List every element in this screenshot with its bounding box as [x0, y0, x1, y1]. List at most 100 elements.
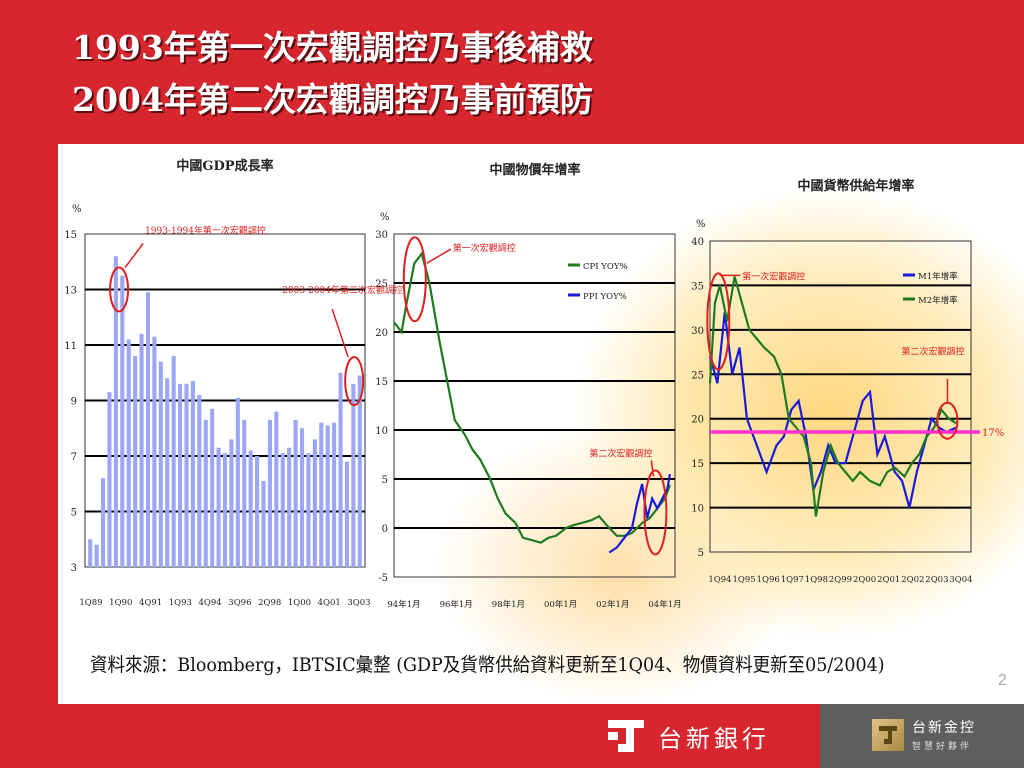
holding-brand: 台新金控 智慧好夥伴 [872, 717, 976, 752]
price-y-tick-label: 25 [375, 279, 388, 290]
gdp-x-tick-label: 3Q96 [228, 598, 251, 608]
gdp-bar [293, 419, 298, 567]
price-inflation-chart: -5 0 5 10 15 20 25 30% 94年1月 96年1月 98年1月 00年1月 02年1月… [375, 162, 681, 610]
gdp-bar [197, 394, 202, 567]
price-y-tick-label: 10 [375, 426, 388, 437]
money-x-tick-label: 1Q95 [732, 575, 755, 585]
price-y-tick-label: 5 [382, 475, 388, 486]
gdp-y-tick-label: 5 [71, 508, 77, 519]
price-y-tick-label: 15 [375, 377, 388, 388]
gdp-bar [158, 361, 163, 567]
money-supply-chart: 5 10 15 20 25 30 35 40% 1Q94 1Q95 1Q96 1Q97 1Q98 2Q99… [691, 178, 1004, 585]
gdp-bar [126, 339, 131, 567]
money-y-tick-label: 5 [698, 548, 704, 559]
price-y-tick-label: 0 [382, 524, 388, 535]
holding-slogan: 智慧好夥伴 [912, 742, 973, 752]
gdp-annotation-text: 1993-1994年第一次宏觀調控 [145, 225, 266, 237]
gdp-bar [325, 425, 330, 567]
footer-band [0, 704, 820, 768]
slide-title-line2: 2004年第二次宏觀調控乃事前預防 [72, 80, 593, 119]
money-y-axis-unit: % [696, 219, 706, 230]
gdp-annotation-arrow [124, 243, 144, 268]
gdp-x-tick-label: 3Q03 [347, 598, 370, 608]
gdp-x-tick-label: 2Q98 [258, 598, 281, 608]
money-x-tick-label: 2Q00 [853, 575, 876, 585]
chart-panel: 3 5 7 9 11 13 15% 中國GDP成長率 1Q89 1Q90 4Q91 1Q93 4Q94 3… [58, 144, 1024, 704]
price-y-tick-label: 20 [375, 328, 388, 339]
source-note: 資料來源：Bloomberg，IBTSIC彙整 (GDP及貨幣供給資料更新至1Q… [90, 654, 885, 676]
gdp-bar [210, 408, 215, 567]
taishin-logo-icon [608, 720, 644, 752]
gdp-bar [242, 419, 247, 567]
money-y-tick-label: 25 [691, 370, 704, 381]
price-x-tick-label: 02年1月 [596, 599, 629, 610]
price-legend-label: PPI YOY% [583, 292, 627, 302]
money-chart-title: 中國貨幣供給年增率 [797, 178, 914, 194]
price-annotation-text: 第二次宏觀調控 [589, 447, 652, 459]
gdp-bar [235, 397, 240, 567]
gdp-y-tick-label: 13 [64, 286, 77, 297]
money-y-tick-label: 40 [691, 237, 704, 248]
gdp-bar [319, 422, 324, 567]
gdp-annotation-circle [109, 266, 130, 313]
money-annotation-text: 第一次宏觀調控 [742, 270, 805, 282]
gdp-bar [306, 453, 311, 567]
price-y-tick-label: -5 [378, 573, 388, 584]
money-annotation-text: 第二次宏觀調控 [901, 346, 964, 358]
gdp-bar [280, 453, 285, 567]
money-y-tick-label: 35 [691, 281, 704, 292]
gdp-y-tick-label: 7 [71, 452, 77, 463]
gdp-bar [287, 447, 292, 567]
gdp-bar [171, 356, 176, 567]
gdp-y-axis-unit: % [72, 204, 82, 215]
gdp-bar [178, 383, 183, 567]
slide-title-line1: 1993年第一次宏觀調控乃事後補救 [72, 28, 593, 67]
gdp-bar [332, 422, 337, 567]
money-x-tick-label: 3Q04 [949, 575, 972, 585]
money-x-tick-label: 1Q98 [805, 575, 828, 585]
price-annotation-arrow [426, 248, 452, 264]
money-x-tick-label: 2Q03 [925, 575, 948, 585]
gdp-bar [222, 453, 228, 567]
price-x-tick-label: 00年1月 [544, 599, 577, 610]
gdp-y-tick-label: 11 [64, 341, 77, 352]
gdp-annotation-text: 2003-2004年第二次宏觀調控 [282, 284, 403, 296]
gdp-bar [184, 383, 189, 567]
gdp-annotation-circle [344, 356, 365, 407]
gdp-bar [255, 456, 260, 567]
gdp-bar [312, 439, 317, 567]
gdp-x-tick-label: 1Q89 [79, 598, 102, 608]
page-number: 2 [998, 672, 1007, 689]
money-plot-area [709, 240, 972, 553]
gdp-bar [344, 461, 350, 567]
gdp-x-tick-label: 4Q01 [318, 598, 341, 608]
gdp-bar [100, 478, 106, 567]
price-y-tick-label: 30 [375, 230, 388, 241]
money-y-tick-label: 10 [691, 504, 704, 515]
bank-name: 台新銀行 [658, 724, 770, 753]
money-x-tick-label: 2Q01 [877, 575, 900, 585]
price-x-tick-label: 94年1月 [387, 599, 420, 610]
gdp-bar [351, 383, 356, 567]
footer-holding-band [820, 704, 1024, 768]
bank-brand: 台新銀行 [604, 716, 770, 756]
gdp-x-tick-label: 4Q94 [199, 598, 222, 608]
gdp-bar [190, 381, 195, 567]
gdp-bar [267, 419, 272, 567]
money-x-tick-label: 1Q96 [757, 575, 780, 585]
taishin-holding-logo-icon [872, 718, 904, 751]
price-annotation-circle [402, 236, 427, 323]
gdp-bar [261, 480, 266, 567]
money-y-tick-label: 20 [691, 415, 704, 426]
gdp-x-tick-label: 1Q93 [169, 598, 192, 608]
gdp-growth-chart: 3 5 7 9 11 13 15% 中國GDP成長率 1Q89 1Q90 4Q91 1Q93 4Q94 3… [64, 158, 403, 608]
price-chart-title: 中國物價年增率 [489, 162, 580, 178]
gdp-bar [229, 439, 234, 567]
gdp-chart-title: 中國GDP成長率 [176, 158, 273, 174]
money-series-line [708, 276, 957, 517]
gdp-y-tick-label: 15 [64, 230, 77, 241]
money-x-tick-label: 2Q02 [901, 575, 924, 585]
money-legend-label: M2年增率 [918, 295, 958, 306]
money-x-tick-label: 1Q94 [708, 575, 731, 585]
gdp-bar [165, 378, 170, 567]
